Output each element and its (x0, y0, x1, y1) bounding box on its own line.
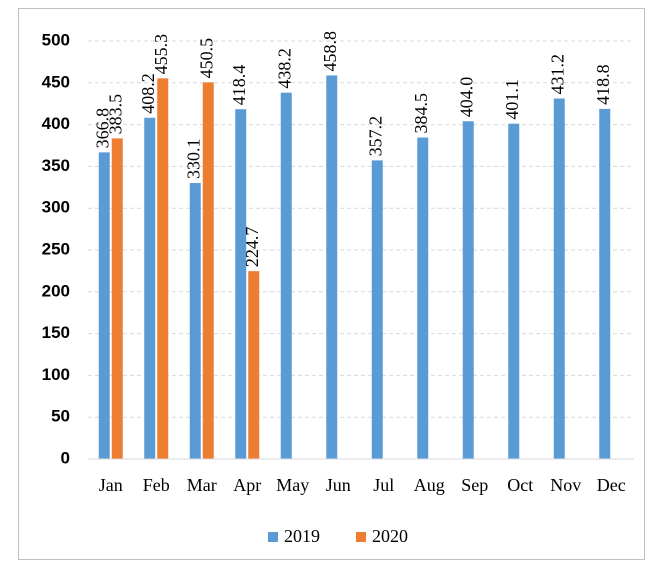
data-label: 366.8 (92, 108, 112, 149)
y-tick-label: 500 (42, 30, 70, 49)
bar (235, 109, 247, 460)
x-tick-label: Feb (143, 475, 170, 495)
x-tick-label: Oct (507, 475, 533, 495)
bar (202, 82, 214, 459)
data-label: 458.8 (320, 31, 340, 72)
data-label: 357.2 (365, 116, 385, 157)
x-tick-label: May (276, 475, 309, 495)
data-label: 224.7 (242, 227, 262, 268)
bar (508, 123, 520, 460)
data-label: 404.0 (456, 77, 476, 118)
data-label: 330.1 (183, 139, 203, 180)
bar (144, 117, 156, 459)
y-tick-label: 300 (42, 198, 70, 217)
data-label: 438.2 (274, 48, 294, 89)
bar (189, 183, 201, 459)
x-tick-label: Jun (326, 475, 351, 495)
data-label: 383.5 (105, 94, 125, 135)
x-tick-label: Apr (233, 475, 261, 495)
bar (417, 137, 429, 460)
bar (326, 75, 338, 459)
data-label: 408.2 (138, 73, 158, 114)
y-tick-label: 400 (42, 114, 70, 133)
y-tick-label: 150 (42, 323, 70, 342)
data-label: 431.2 (547, 54, 567, 95)
x-tick-label: Dec (597, 475, 626, 495)
data-label: 384.5 (411, 93, 431, 134)
bar (599, 108, 611, 459)
y-tick-label: 200 (42, 281, 70, 300)
y-tick-label: 100 (42, 365, 70, 384)
x-tick-label: Jan (99, 475, 123, 495)
legend-swatch (268, 532, 278, 542)
data-label: 418.8 (593, 64, 613, 105)
bar (371, 160, 383, 459)
legend-swatch (356, 532, 366, 542)
legend-label: 2019 (284, 526, 320, 546)
bar (248, 271, 260, 459)
bar (280, 92, 292, 460)
y-tick-label: 450 (42, 72, 70, 91)
y-tick-label: 250 (42, 239, 70, 258)
legend-label: 2020 (372, 526, 408, 546)
x-tick-label: Jul (373, 475, 394, 495)
bar (98, 152, 110, 459)
x-tick-label: Sep (461, 475, 488, 495)
y-tick-label: 50 (51, 407, 70, 426)
x-tick-label: Nov (550, 475, 581, 495)
x-tick-label: Mar (187, 475, 217, 495)
data-label: 455.3 (151, 34, 171, 75)
data-label: 418.4 (229, 65, 249, 106)
data-label: 401.1 (502, 79, 522, 120)
data-label: 450.5 (196, 38, 216, 79)
bar (462, 121, 474, 460)
x-tick-label: Aug (414, 475, 445, 495)
y-tick-label: 0 (61, 448, 70, 467)
y-tick-label: 350 (42, 156, 70, 175)
bar (111, 138, 123, 460)
bar (553, 98, 565, 460)
bar (157, 78, 169, 459)
